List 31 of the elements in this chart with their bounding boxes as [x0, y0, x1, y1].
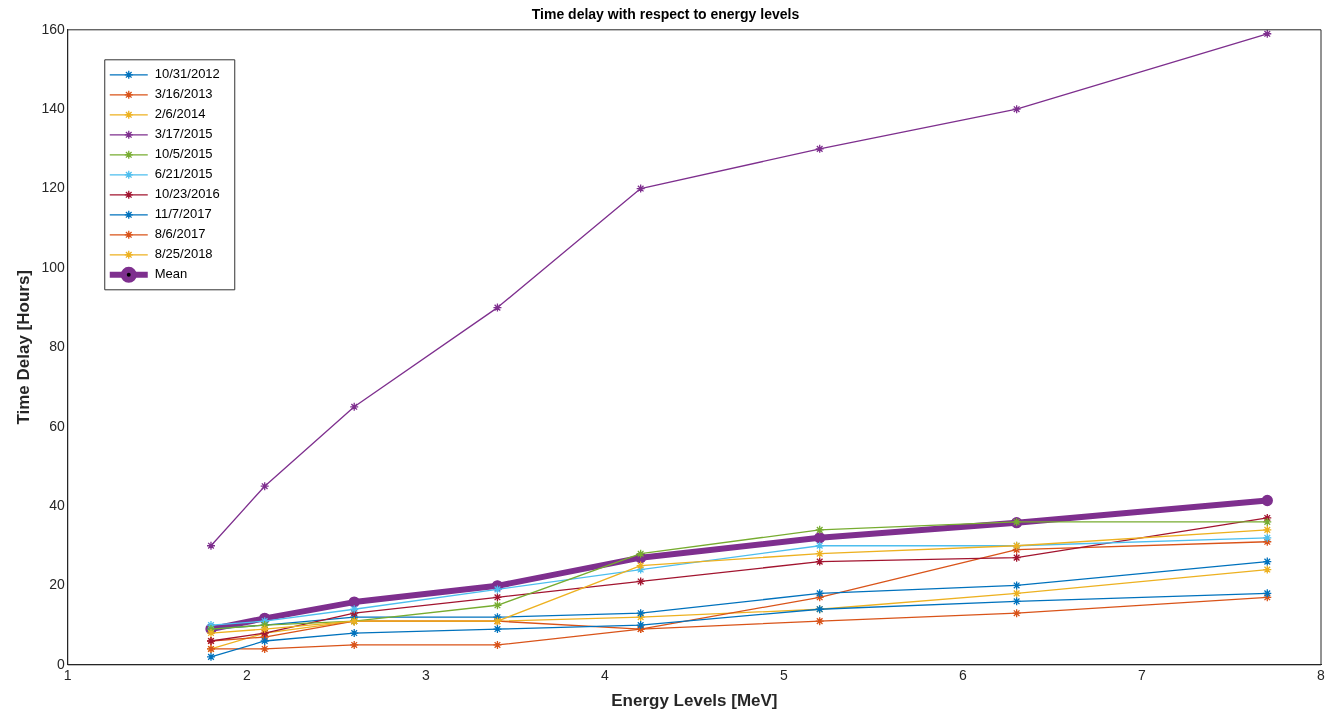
- y-tick-label: 40: [49, 496, 65, 513]
- y-axis-title: Time Delay [Hours]: [13, 269, 33, 425]
- legend-label: 3/16/2013: [154, 86, 213, 102]
- x-tick-label: 1: [63, 667, 72, 684]
- x-tick-label: 6: [959, 667, 968, 684]
- x-tick-label: 4: [600, 667, 609, 684]
- y-tick-label: 100: [41, 258, 65, 275]
- chart-title: Time delay with respect to energy levels: [531, 6, 800, 23]
- legend-label: 3/17/2015: [154, 126, 213, 142]
- x-axis-title: Energy Levels [MeV]: [611, 691, 778, 711]
- legend-label: 10/5/2015: [154, 146, 213, 162]
- y-tick-label: 20: [49, 576, 65, 593]
- x-tick-label: 7: [1138, 667, 1147, 684]
- y-tick-label: 0: [56, 655, 65, 672]
- y-tick-label: 80: [49, 338, 65, 355]
- y-tick-label: 120: [41, 179, 65, 196]
- legend-label: 10/31/2012: [154, 66, 220, 82]
- legend-label: 11/7/2017: [154, 206, 212, 222]
- legend-label: 6/21/2015: [154, 166, 213, 182]
- legend-label: Mean: [154, 266, 188, 282]
- y-tick-label: 60: [49, 417, 65, 434]
- y-tick-label: 140: [41, 100, 65, 117]
- legend-label: 10/23/2016: [154, 186, 220, 202]
- y-tick-label: 160: [41, 20, 65, 37]
- x-tick-label: 3: [421, 667, 430, 684]
- legend-label: 8/25/2018: [154, 246, 213, 262]
- x-tick-label: 8: [1317, 667, 1326, 684]
- x-tick-label: 2: [242, 667, 251, 684]
- legend-label: 8/6/2017: [154, 226, 206, 242]
- legend-label: 2/6/2014: [154, 106, 206, 122]
- x-tick-label: 5: [780, 667, 788, 684]
